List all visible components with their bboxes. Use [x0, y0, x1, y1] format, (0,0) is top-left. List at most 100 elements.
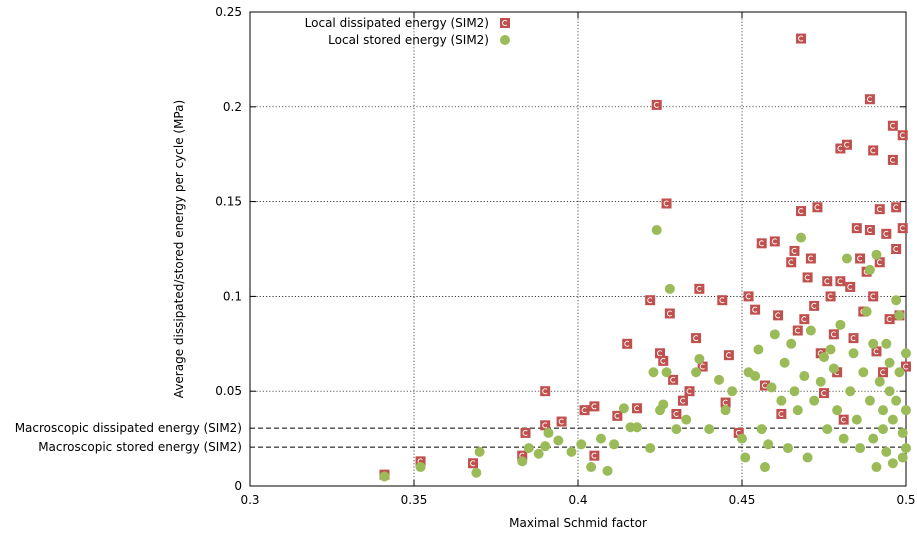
square-marker-glyph: [830, 331, 836, 338]
square-marker-glyph: [899, 225, 905, 232]
square-marker: [891, 244, 902, 254]
grid-layer: [250, 12, 906, 486]
stored-point: [782, 443, 793, 454]
dissipated-point: [881, 228, 892, 239]
series-group: [379, 33, 911, 480]
square-marker: [796, 206, 807, 217]
dissipated-point: [691, 333, 702, 344]
stored-point: [864, 264, 875, 275]
square-marker-glyph: [775, 312, 781, 319]
square-marker: [671, 408, 682, 419]
square-marker: [540, 386, 551, 397]
square-marker: [835, 143, 846, 154]
dissipated-point: [835, 276, 846, 287]
dissipated-point: [759, 380, 770, 391]
square-marker: [661, 198, 672, 209]
x-tick-label: 0.4: [568, 493, 587, 507]
stored-point: [878, 424, 889, 435]
stored-point: [897, 452, 908, 463]
dissipated-point: [799, 314, 810, 325]
tick-layer: 0.3 0.35 0.4 0.45 0.5 0 0.05 0.1 0.15 0.2 0.25: [215, 5, 915, 507]
square-marker-glyph: [778, 411, 784, 417]
dissipated-point: [743, 291, 754, 302]
square-marker-glyph: [634, 405, 640, 412]
square-marker: [655, 348, 665, 359]
square-marker: [697, 361, 708, 372]
square-marker: [796, 33, 807, 44]
square-marker-glyph: [827, 293, 833, 300]
x-tick-label: 0.45: [729, 493, 756, 507]
square-marker-glyph: [719, 297, 725, 304]
square-marker-glyph: [798, 35, 804, 42]
square-marker-glyph: [696, 285, 702, 292]
square-marker: [855, 253, 866, 264]
square-marker: [874, 204, 885, 215]
dissipated-point: [651, 99, 662, 110]
square-marker-glyph: [670, 376, 676, 383]
square-marker-glyph: [824, 278, 830, 285]
series-group: [379, 225, 911, 482]
dissipated-point: [871, 346, 882, 357]
dissipated-point: [802, 272, 813, 283]
dissipated-point: [848, 333, 859, 344]
square-marker: [520, 427, 531, 438]
stored-point: [901, 443, 911, 454]
x-tick-label: 0.3: [240, 493, 259, 507]
stored-point: [523, 443, 534, 454]
stored-point: [861, 306, 872, 317]
square-marker-glyph: [542, 422, 548, 429]
stored-point: [533, 448, 544, 459]
square-marker: [677, 395, 688, 406]
stored-point: [835, 319, 846, 330]
square-marker-glyph: [893, 246, 899, 252]
square-marker-glyph: [624, 340, 630, 347]
stored-point: [553, 435, 564, 446]
square-marker-glyph: [673, 411, 679, 417]
dissipated-point: [809, 300, 820, 311]
stored-point: [415, 462, 426, 473]
square-marker-glyph: [798, 208, 804, 215]
dissipated-point: [589, 450, 600, 461]
stored-point: [884, 386, 895, 397]
legend-marker: [500, 18, 510, 28]
square-marker-glyph: [883, 230, 889, 237]
square-marker: [887, 154, 898, 165]
square-marker: [838, 414, 849, 425]
dissipated-point: [717, 295, 728, 306]
legend-label: Local stored energy (SIM2): [328, 33, 489, 47]
stored-point: [766, 382, 777, 393]
dissipated-point: [694, 283, 705, 294]
square-marker-glyph: [558, 418, 564, 425]
stored-point: [802, 452, 813, 463]
square-marker: [645, 295, 656, 306]
square-marker-glyph: [752, 306, 758, 313]
square-marker: [717, 295, 728, 306]
square-marker: [556, 416, 567, 427]
stored-point: [848, 348, 859, 359]
square-marker-glyph: [699, 363, 705, 370]
square-marker: [684, 386, 695, 397]
square-marker-glyph: [591, 403, 597, 410]
square-marker-glyph: [722, 399, 728, 406]
stored-point: [691, 367, 702, 378]
stored-point: [832, 405, 843, 416]
dissipated-point: [658, 355, 669, 366]
y-tick-label: 0.1: [223, 289, 242, 303]
square-marker: [887, 120, 898, 131]
dissipated-point: [776, 408, 787, 419]
stored-point: [651, 225, 662, 236]
dissipated-point: [661, 198, 672, 209]
dissipated-point: [786, 257, 797, 268]
square-marker: [815, 348, 826, 359]
stored-point: [845, 386, 856, 397]
stored-point: [887, 458, 898, 469]
dissipated-point: [671, 408, 682, 419]
square-marker-glyph: [837, 278, 843, 285]
square-marker-glyph: [726, 352, 732, 359]
dissipated-point: [668, 374, 679, 385]
square-marker-glyph: [811, 302, 817, 309]
y-tick-label: 0.2: [223, 100, 242, 114]
stored-point: [750, 371, 761, 382]
stored-point: [566, 446, 577, 457]
dissipated-point: [855, 253, 866, 264]
